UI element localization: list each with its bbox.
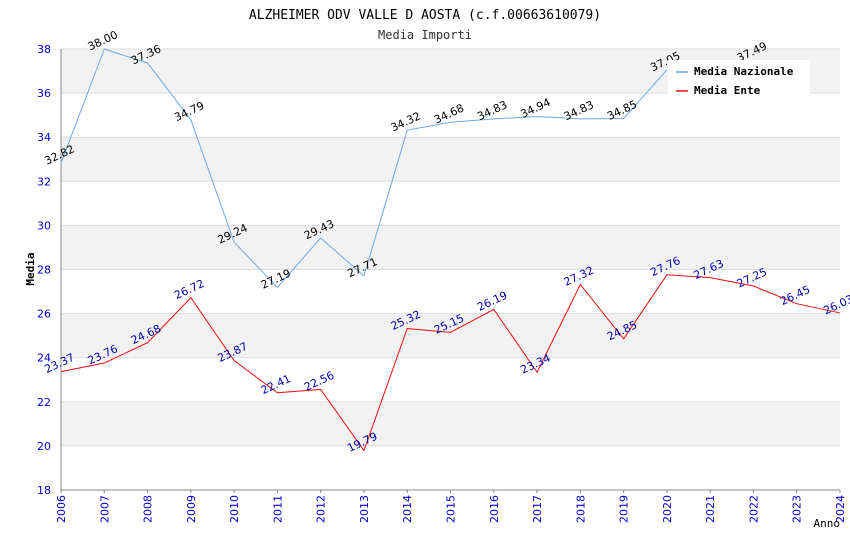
x-tick-label: 2024 [834, 495, 847, 523]
plot-bands [61, 49, 840, 446]
plot-band [61, 225, 840, 270]
plot-band [61, 313, 840, 358]
data-label-media-nazionale: 34.83 [562, 98, 596, 123]
y-tick-label: 22 [37, 396, 51, 409]
y-tick-label: 20 [37, 440, 51, 453]
x-tick-label: 2013 [358, 495, 371, 523]
data-label-media-nazionale: 34.85 [605, 98, 639, 123]
y-tick-label: 34 [37, 131, 51, 144]
y-tick-labels: 18 20 22 24 26 28 30 32 34 36 38 [37, 43, 51, 497]
x-tick-label: 2008 [142, 495, 155, 523]
x-tick-label: 2014 [401, 495, 414, 523]
y-tick-label: 38 [37, 43, 51, 56]
legend: Media Nazionale Media Ente [668, 60, 810, 97]
data-label-media-nazionale: 34.32 [389, 109, 423, 134]
y-tick-label: 36 [37, 87, 51, 100]
y-tick-label: 30 [37, 219, 51, 232]
y-tick-label: 24 [37, 352, 51, 365]
legend-label-media-nazionale: Media Nazionale [694, 65, 794, 78]
data-label-media-ente: 22.41 [259, 372, 293, 397]
x-tick-label: 2018 [574, 495, 587, 523]
data-label-media-ente: 26.72 [172, 277, 206, 302]
chart-subtitle: Media Importi [378, 28, 472, 42]
plot-band [61, 137, 840, 182]
y-tick-label: 32 [37, 175, 51, 188]
data-label-media-ente: 26.45 [778, 283, 812, 308]
plot-band [61, 401, 840, 446]
x-tick-label: 2009 [185, 495, 198, 523]
x-tick-label: 2015 [445, 495, 458, 523]
x-tick-label: 2022 [747, 495, 760, 523]
x-tick-label: 2023 [791, 495, 804, 523]
x-tick-label: 2021 [704, 495, 717, 523]
data-label-media-nazionale: 27.19 [259, 267, 293, 292]
x-tick-label: 2020 [661, 495, 674, 523]
y-tick-label: 28 [37, 264, 51, 277]
grid-lines [61, 48, 840, 491]
legend-box [668, 60, 810, 96]
y-tick-label: 18 [37, 484, 51, 497]
x-tick-labels: 2006 2007 2008 2009 2010 2011 2012 2013 2014 2015… [55, 490, 847, 523]
y-axis-label: Media [24, 252, 37, 285]
y-tick-label: 26 [37, 308, 51, 321]
x-tick-label: 2010 [228, 495, 241, 523]
legend-label-media-ente: Media Ente [694, 84, 761, 97]
x-tick-label: 2019 [618, 495, 631, 523]
series-lines [60, 49, 841, 452]
x-tick-label: 2016 [488, 495, 501, 523]
series-line-media-ente [60, 274, 841, 452]
x-tick-label: 2007 [98, 495, 111, 523]
chart-title: ALZHEIMER ODV VALLE D AOSTA (c.f.0066361… [249, 8, 601, 23]
x-tick-label: 2011 [271, 495, 284, 523]
x-axis-label: Anno [814, 517, 841, 530]
x-tick-label: 2017 [531, 495, 544, 523]
x-tick-label: 2006 [55, 495, 68, 523]
x-tick-label: 2012 [315, 495, 328, 523]
